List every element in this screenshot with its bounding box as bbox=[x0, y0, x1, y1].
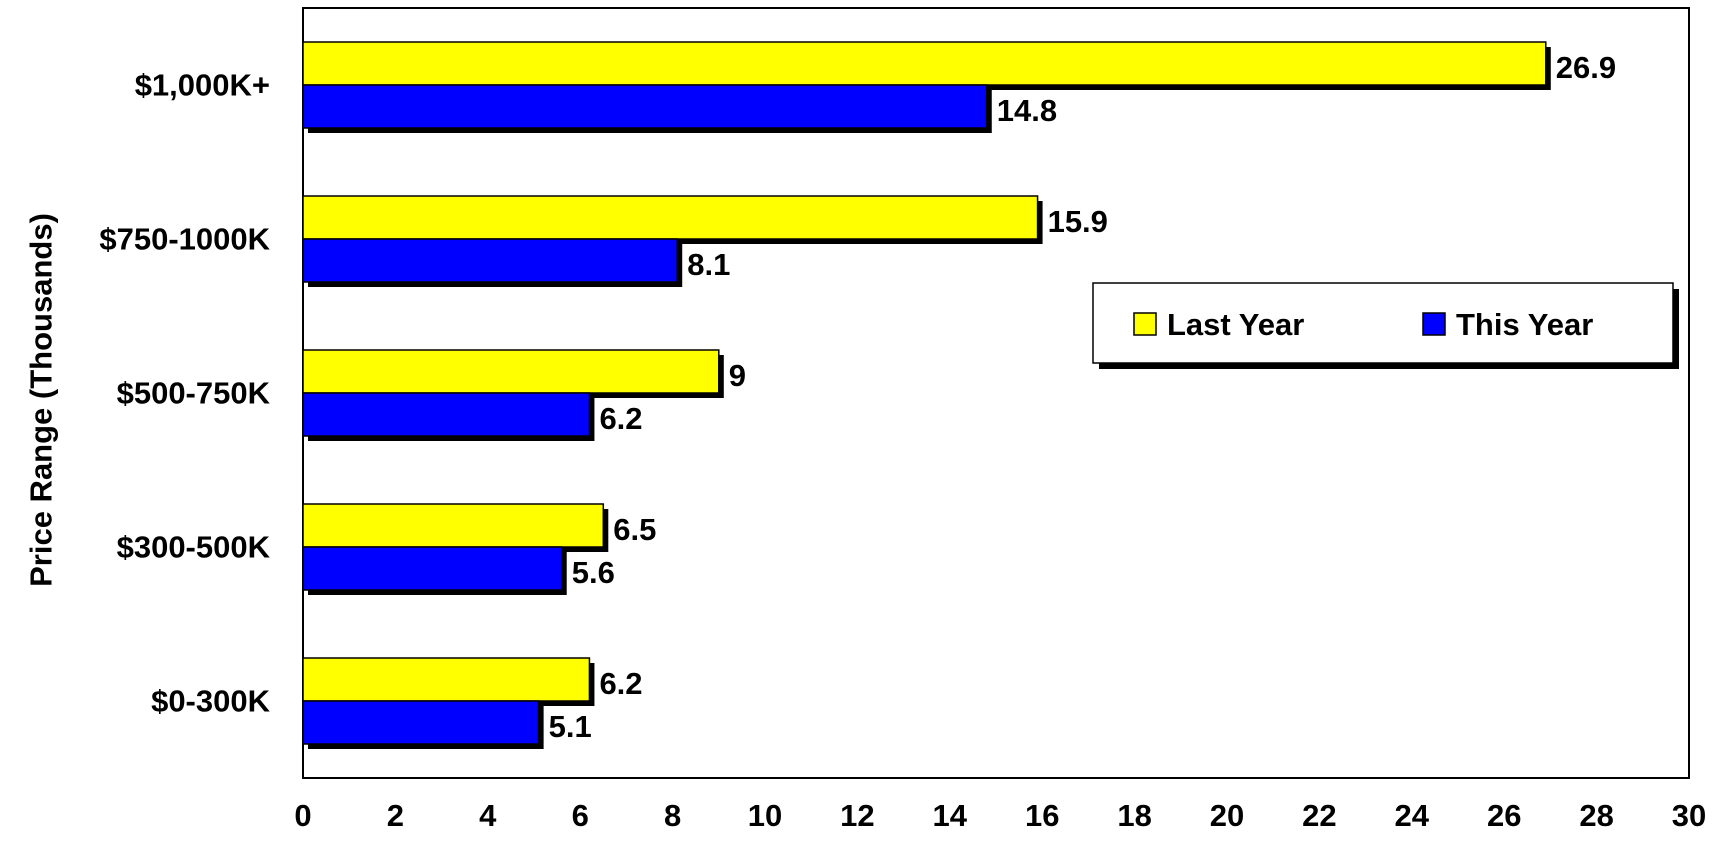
data-label-this-year-2: 6.2 bbox=[599, 401, 642, 436]
legend-label-last-year: Last Year bbox=[1167, 307, 1304, 342]
data-label-last-year-0: 26.9 bbox=[1556, 50, 1616, 85]
bar-this-year-0-300k bbox=[302, 700, 540, 745]
data-label-this-year-3: 5.6 bbox=[572, 555, 615, 590]
x-tick-label-0: 0 bbox=[294, 798, 311, 833]
data-label-last-year-2: 9 bbox=[729, 358, 746, 393]
data-label-this-year-4: 5.1 bbox=[549, 709, 592, 744]
x-tick-label-9: 18 bbox=[1117, 798, 1151, 833]
data-label-this-year-1: 8.1 bbox=[687, 247, 730, 282]
x-tick-label-4: 8 bbox=[664, 798, 681, 833]
bar-this-year-750-1000k bbox=[302, 238, 678, 283]
category-label-750-1000k: $750-1000K bbox=[99, 222, 270, 257]
x-tick-label-3: 6 bbox=[572, 798, 589, 833]
category-label-0-300k: $0-300K bbox=[151, 684, 271, 719]
category-label-1-000k: $1,000K+ bbox=[135, 68, 270, 103]
legend-label-this-year: This Year bbox=[1456, 307, 1593, 342]
x-tick-label-14: 28 bbox=[1579, 798, 1613, 833]
x-tick-label-5: 10 bbox=[748, 798, 782, 833]
x-tick-label-13: 26 bbox=[1487, 798, 1521, 833]
data-label-last-year-4: 6.2 bbox=[599, 666, 642, 701]
x-tick-label-1: 2 bbox=[387, 798, 404, 833]
bar-this-year-1-000k bbox=[302, 84, 988, 129]
bars-group: 26.914.815.98.196.26.55.66.25.1 bbox=[302, 41, 1616, 749]
bar-last-year-500-750k bbox=[302, 349, 720, 394]
x-tick-label-7: 14 bbox=[933, 798, 968, 833]
x-tick-labels: 0 2 4 6 8 10 12 14 16 18 20 22 24 26 28 30 bbox=[294, 798, 1706, 833]
bar-this-year-300-500k bbox=[302, 546, 563, 591]
bar-last-year-1-000k bbox=[302, 41, 1547, 86]
x-tick-label-2: 4 bbox=[479, 798, 497, 833]
x-tick-label-8: 16 bbox=[1025, 798, 1059, 833]
x-tick-label-6: 12 bbox=[840, 798, 874, 833]
bar-last-year-750-1000k bbox=[302, 195, 1039, 240]
y-axis-title: Price Range (Thousands) bbox=[24, 213, 59, 587]
bar-last-year-0-300k bbox=[302, 657, 591, 702]
x-tick-label-11: 22 bbox=[1302, 798, 1336, 833]
category-label-500-750k: $500-750K bbox=[117, 376, 271, 411]
legend-box bbox=[1092, 282, 1674, 364]
legend: Last Year This Year bbox=[1092, 282, 1679, 369]
x-tick-label-10: 20 bbox=[1210, 798, 1244, 833]
bar-this-year-500-750k bbox=[302, 392, 591, 437]
category-label-300-500k: $300-500K bbox=[117, 530, 271, 565]
data-label-last-year-3: 6.5 bbox=[613, 512, 656, 547]
legend-swatch-last-year bbox=[1133, 312, 1157, 336]
x-tick-label-12: 24 bbox=[1395, 798, 1430, 833]
legend-swatch-this-year bbox=[1422, 312, 1446, 336]
data-label-last-year-1: 15.9 bbox=[1048, 204, 1108, 239]
category-labels: $1,000K+ $750-1000K $500-750K $300-500K $0-3… bbox=[99, 68, 270, 719]
x-tick-label-15: 30 bbox=[1672, 798, 1706, 833]
data-label-this-year-0: 14.8 bbox=[997, 93, 1057, 128]
bar-last-year-300-500k bbox=[302, 503, 605, 548]
